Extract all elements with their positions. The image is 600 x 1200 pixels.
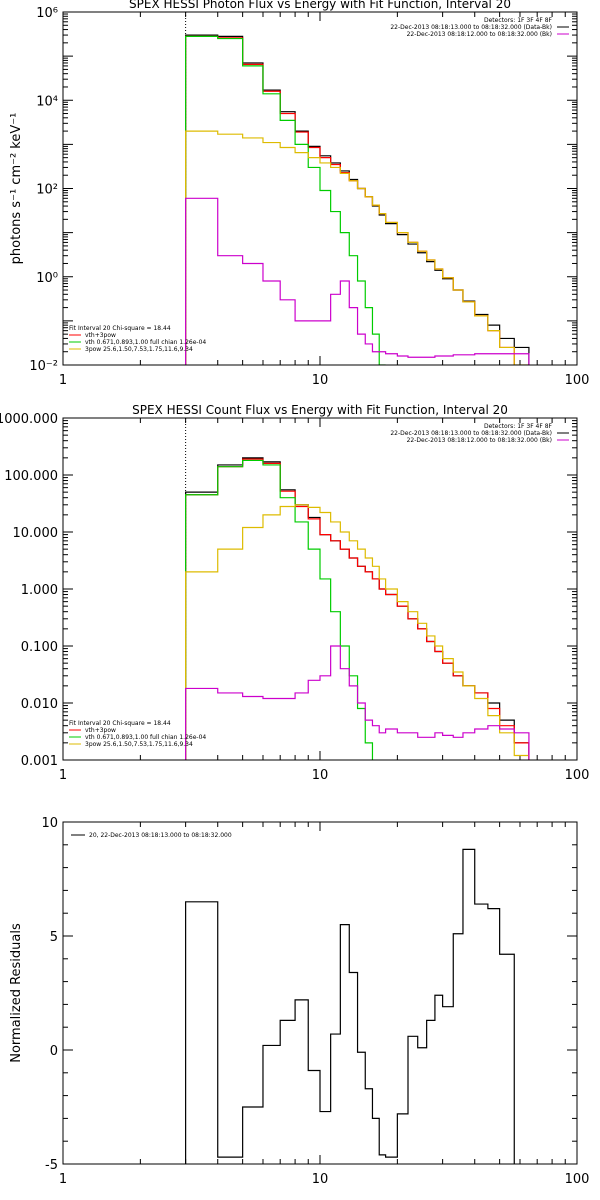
legend-label: vth+3pow [85,727,116,734]
header-text: Detectors: 1F 3F 4F 8F [484,423,553,430]
series-line-1 [185,457,530,760]
y-tick-label: 10.000 [13,526,59,541]
chart-panel-2: SPEX HESSI Count Flux vs Energy with Fit… [0,403,589,783]
header-text: 22-Dec-2013 08:18:12.000 to 08:18:32.000… [407,437,552,444]
chart-title: SPEX HESSI Count Flux vs Energy with Fit… [132,403,508,417]
x-tick-label: 10 [312,373,329,388]
series-line-5 [185,645,530,760]
plot-frame [62,11,578,366]
y-tick-label: 0 [50,1044,58,1059]
legend-label: 3pow 25.6,1.50,7.53,1.75,11.6,9.34 [85,346,193,353]
plot-frame [62,417,578,761]
y-axis-label: Normalized Residuals [9,923,24,1063]
y-tick-label: 10² [36,183,58,198]
y-tick-label: 10 [41,816,58,831]
y-tick-label: 0.001 [21,754,58,769]
y-tick-label: 10⁴ [36,94,58,109]
y-tick-label: 0.010 [21,697,58,712]
series-line-3 [185,35,386,365]
y-axis-label: photons s⁻¹ cm⁻² keV⁻¹ [9,113,24,265]
y-tick-label: 0.100 [21,640,58,655]
y-tick-label: 100.000 [4,469,58,484]
series-line-2 [185,35,515,365]
legend-label: 3pow 25.6,1.50,7.53,1.75,11.6,9.34 [85,741,193,748]
x-tick-label: 1 [59,373,67,388]
x-tick-label: 1 [59,768,67,783]
plot-area [185,34,530,365]
y-tick-label: 10⁶ [36,6,58,21]
series-line-5 [185,197,530,365]
y-tick-label: 5 [50,930,58,945]
y-tick-label: 10⁻² [29,359,58,374]
header-text: 22-Dec-2013 08:18:12.000 to 08:18:32.000… [407,31,552,38]
header-text: Detectors: 1F 3F 4F 8F [484,17,553,24]
header-text: 22-Dec-2013 08:18:13.000 to 08:18:32.000… [390,430,552,437]
legend-label: vth 0.671,0.893,1.00 full chian 1.26e-04 [85,734,206,741]
chart-panel-1: SPEX HESSI Photon Flux vs Energy with Fi… [9,0,589,388]
x-tick-label: 10 [312,768,329,783]
y-tick-label: 1.000 [21,583,58,598]
legend-label: vth 0.671,0.893,1.00 full chian 1.26e-04 [85,339,206,346]
plot-frame [62,821,578,1165]
plot-area [185,848,515,1164]
y-tick-label: 1000.000 [0,412,58,427]
header-text: 22-Dec-2013 08:18:13.000 to 08:18:32.000… [390,24,552,31]
series-line-3 [185,459,374,760]
x-tick-label: 10 [312,1172,329,1187]
legend-label: Fit Interval 20 Chi-square = 18.44 [69,720,171,727]
series-line-2 [185,458,530,760]
x-tick-label: 100 [565,1172,590,1187]
x-tick-label: 100 [565,768,590,783]
y-tick-label: -5 [45,1158,58,1173]
series-line-1 [185,848,515,1164]
series-line-4 [185,130,529,365]
x-tick-label: 1 [59,1172,67,1187]
series-line-4 [185,504,530,760]
chart-panel-3: Normalized Residuals 1 10 100 -5 0 5 10 20, 22-D… [9,816,589,1187]
x-tick-label: 100 [565,373,590,388]
plot-area [185,457,530,760]
legend-label: Fit Interval 20 Chi-square = 18.44 [69,325,171,332]
chart-title: SPEX HESSI Photon Flux vs Energy with Fi… [129,0,511,11]
legend-label: 20, 22-Dec-2013 08:18:13.000 to 08:18:32… [89,832,232,839]
legend-label: vth+3pow [85,332,116,339]
y-tick-label: 10⁰ [36,271,58,286]
